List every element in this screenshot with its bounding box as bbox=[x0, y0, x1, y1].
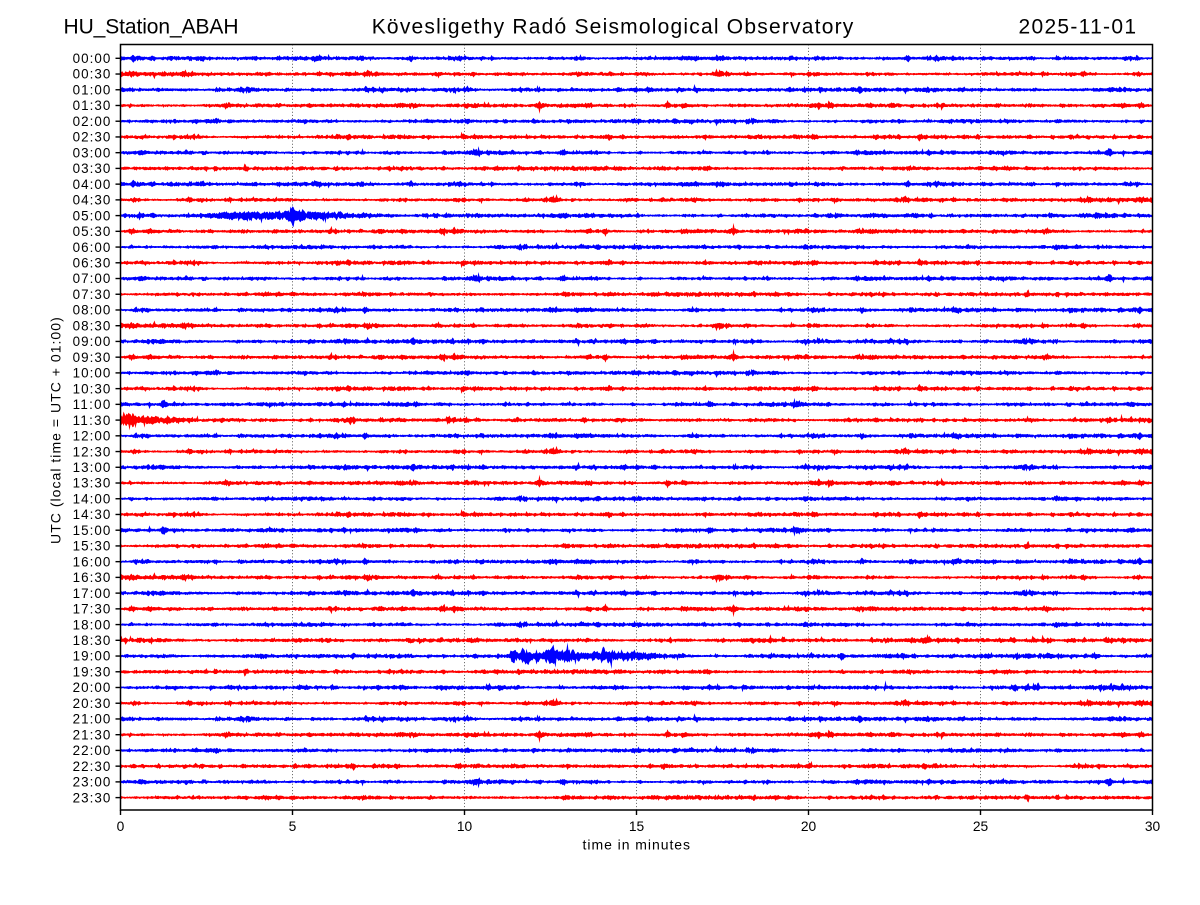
svg-text:22:30: 22:30 bbox=[73, 759, 111, 774]
svg-text:16:30: 16:30 bbox=[73, 570, 111, 585]
svg-text:09:30: 09:30 bbox=[73, 350, 111, 365]
svg-text:13:30: 13:30 bbox=[73, 476, 111, 491]
svg-text:11:00: 11:00 bbox=[73, 397, 111, 412]
svg-text:17:00: 17:00 bbox=[73, 586, 111, 601]
svg-text:0: 0 bbox=[117, 819, 125, 834]
svg-text:21:00: 21:00 bbox=[73, 712, 111, 727]
svg-text:05:00: 05:00 bbox=[73, 208, 111, 223]
svg-text:time in minutes: time in minutes bbox=[583, 837, 691, 853]
svg-text:03:00: 03:00 bbox=[73, 145, 111, 160]
svg-text:10:30: 10:30 bbox=[73, 381, 111, 396]
svg-text:05:30: 05:30 bbox=[73, 224, 111, 239]
svg-text:15: 15 bbox=[629, 819, 645, 834]
svg-text:19:30: 19:30 bbox=[73, 664, 111, 679]
svg-text:09:00: 09:00 bbox=[73, 334, 111, 349]
svg-text:13:00: 13:00 bbox=[73, 460, 111, 475]
svg-text:20:30: 20:30 bbox=[73, 696, 111, 711]
svg-text:14:00: 14:00 bbox=[73, 491, 111, 506]
svg-text:15:30: 15:30 bbox=[73, 539, 111, 554]
svg-text:11:30: 11:30 bbox=[73, 413, 111, 428]
svg-text:08:00: 08:00 bbox=[73, 303, 111, 318]
svg-text:22:00: 22:00 bbox=[73, 743, 111, 758]
svg-text:12:00: 12:00 bbox=[73, 429, 111, 444]
svg-text:04:30: 04:30 bbox=[73, 193, 111, 208]
svg-text:14:30: 14:30 bbox=[73, 507, 111, 522]
svg-text:02:30: 02:30 bbox=[73, 130, 111, 145]
svg-text:5: 5 bbox=[289, 819, 297, 834]
svg-text:10: 10 bbox=[457, 819, 473, 834]
svg-text:23:30: 23:30 bbox=[73, 790, 111, 805]
svg-text:02:00: 02:00 bbox=[73, 114, 111, 129]
svg-text:30: 30 bbox=[1145, 819, 1161, 834]
svg-text:18:00: 18:00 bbox=[73, 617, 111, 632]
svg-text:01:00: 01:00 bbox=[73, 82, 111, 97]
svg-text:Kövesligethy Radó Seismologica: Kövesligethy Radó Seismological Observat… bbox=[372, 16, 854, 39]
svg-text:18:30: 18:30 bbox=[73, 633, 111, 648]
svg-text:20:00: 20:00 bbox=[73, 680, 111, 695]
svg-text:16:00: 16:00 bbox=[73, 554, 111, 569]
svg-text:06:00: 06:00 bbox=[73, 240, 111, 255]
svg-text:20: 20 bbox=[801, 819, 817, 834]
svg-text:21:30: 21:30 bbox=[73, 727, 111, 742]
svg-text:15:00: 15:00 bbox=[73, 523, 111, 538]
svg-text:07:00: 07:00 bbox=[73, 271, 111, 286]
svg-text:00:00: 00:00 bbox=[73, 51, 111, 66]
svg-text:01:30: 01:30 bbox=[73, 98, 111, 113]
svg-text:06:30: 06:30 bbox=[73, 255, 111, 270]
svg-text:23:00: 23:00 bbox=[73, 775, 111, 790]
svg-text:HU_Station_ABAH: HU_Station_ABAH bbox=[64, 16, 239, 39]
svg-text:04:00: 04:00 bbox=[73, 177, 111, 192]
svg-text:03:30: 03:30 bbox=[73, 161, 111, 176]
svg-text:17:30: 17:30 bbox=[73, 602, 111, 617]
svg-text:2025-11-01: 2025-11-01 bbox=[1019, 16, 1137, 39]
svg-text:07:30: 07:30 bbox=[73, 287, 111, 302]
svg-text:UTC (local time = UTC + 01:00): UTC (local time = UTC + 01:00) bbox=[48, 317, 64, 544]
svg-text:12:30: 12:30 bbox=[73, 444, 111, 459]
svg-text:00:30: 00:30 bbox=[73, 67, 111, 82]
svg-text:10:00: 10:00 bbox=[73, 366, 111, 381]
svg-text:19:00: 19:00 bbox=[73, 649, 111, 664]
svg-text:25: 25 bbox=[973, 819, 989, 834]
svg-text:08:30: 08:30 bbox=[73, 318, 111, 333]
